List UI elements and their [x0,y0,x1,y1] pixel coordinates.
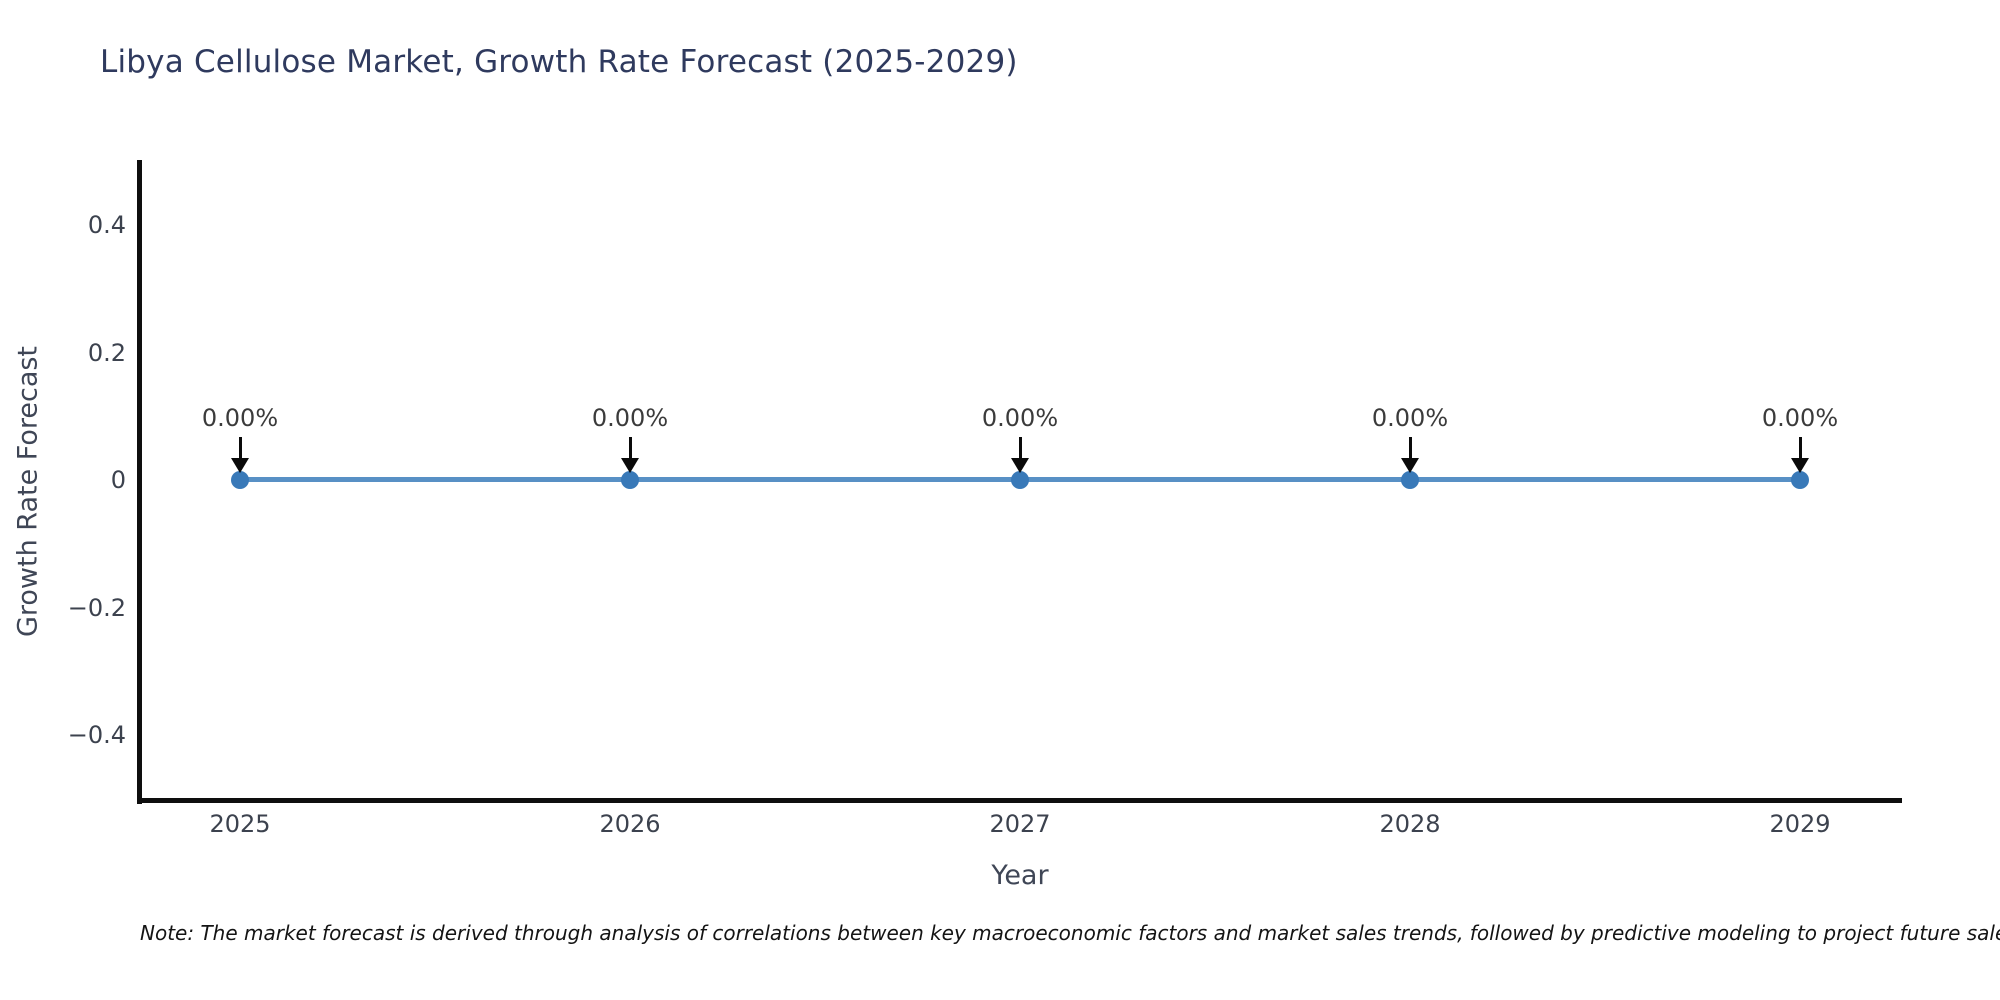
x-axis-title: Year [991,860,1049,891]
annotation-arrow-head [1401,458,1419,473]
data-point-label: 0.00% [591,404,669,432]
y-tick-label: 0.4 [87,211,126,239]
footnote: Note: The market forecast is derived thr… [140,921,2000,945]
data-point-label: 0.00% [1761,404,1839,432]
data-point-label: 0.00% [201,404,279,432]
y-tick-label: 0 [110,466,126,494]
annotation-arrow-head [621,458,639,473]
x-axis-line [137,798,1902,803]
data-point-marker [231,471,249,489]
x-tick-label: 2025 [209,810,271,838]
annotation-arrow-head [231,458,249,473]
chart-title: Libya Cellulose Market, Growth Rate Fore… [100,44,1018,80]
y-tick-label: 0.2 [87,338,126,367]
annotation-arrow [238,437,242,460]
y-axis-line [137,160,142,804]
x-tick-label: 2029 [1769,810,1831,838]
data-point-marker [621,471,639,489]
x-tick-label: 2028 [1379,810,1441,838]
annotation-arrow-head [1011,458,1029,473]
x-tick-label: 2027 [989,810,1051,838]
y-axis-title: Growth Rate Forecast [12,345,44,638]
data-point-label: 0.00% [1371,404,1449,432]
annotation-arrow-head [1791,458,1809,473]
annotation-arrow [628,437,632,460]
data-point-marker [1791,471,1809,489]
data-point-marker [1011,471,1029,489]
y-tick-label: −0.2 [67,593,126,622]
annotation-arrow [1018,437,1022,460]
data-point-marker [1401,471,1419,489]
annotation-arrow [1408,437,1412,460]
annotation-arrow [1798,437,1802,460]
x-tick-label: 2026 [599,810,661,838]
y-tick-label: −0.4 [67,721,126,749]
data-point-label: 0.00% [981,404,1059,432]
